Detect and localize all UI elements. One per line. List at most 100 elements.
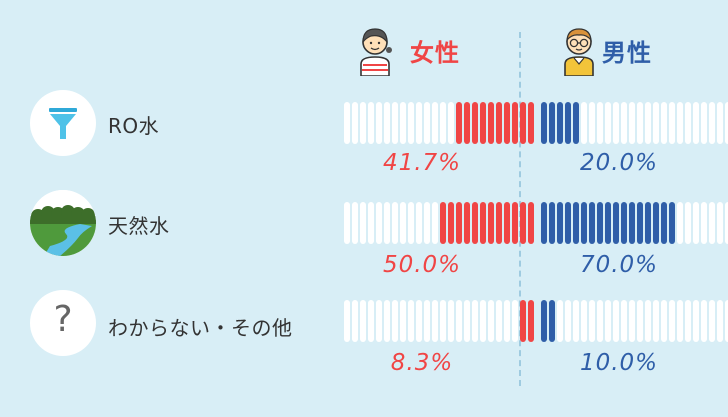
bar-segment-female-1 (512, 102, 518, 144)
bar-segment-female-2 (416, 202, 422, 244)
bar-segment-female-2 (528, 202, 534, 244)
bar-segment-female-3 (456, 300, 462, 342)
bar-segment-male-3 (613, 300, 619, 342)
bar-segment-male-3 (653, 300, 659, 342)
bar-segment-female-1 (480, 102, 486, 144)
bar-segment-female-3 (512, 300, 518, 342)
bar-segment-female-2 (472, 202, 478, 244)
bar-segment-male-1 (709, 102, 715, 144)
bar-segment-female-1 (360, 102, 366, 144)
bar-segment-male-1 (613, 102, 619, 144)
bar-segment-female-2 (424, 202, 430, 244)
bar-segment-female-2 (520, 202, 526, 244)
female-icon (360, 28, 392, 77)
bar-segment-female-1 (344, 102, 350, 144)
bar-segment-female-3 (464, 300, 470, 342)
bar-segment-female-1 (416, 102, 422, 144)
bar-segment-male-2 (677, 202, 683, 244)
bar-segment-female-2 (480, 202, 486, 244)
bar-segment-male-3 (565, 300, 571, 342)
bar-segment-male-3 (717, 300, 723, 342)
bar-segment-female-1 (448, 102, 454, 144)
bar-segment-female-3 (504, 300, 510, 342)
bar-segment-female-2 (432, 202, 438, 244)
bar-segment-male-3 (605, 300, 611, 342)
male-avatar (559, 24, 599, 77)
bar-segment-male-2 (685, 202, 691, 244)
bar-segment-male-3 (629, 300, 635, 342)
male-header: 男性 (602, 39, 652, 67)
bar-segment-female-3 (408, 300, 414, 342)
bar-segment-male-3 (557, 300, 563, 342)
bar-segment-male-3 (685, 300, 691, 342)
bar-segment-male-1 (669, 102, 675, 144)
percent-label-female-1: 41.7% (382, 150, 462, 176)
bar-segment-female-2 (488, 202, 494, 244)
percent-label-female-2: 50.0% (382, 252, 462, 278)
female-avatar (355, 24, 395, 77)
bar-segment-female-2 (504, 202, 510, 244)
bar-segment-male-1 (597, 102, 603, 144)
bar-segment-female-2 (456, 202, 462, 244)
bar-segment-female-3 (432, 300, 438, 342)
bar-segment-male-3 (573, 300, 579, 342)
bar-segment-male-1 (565, 102, 571, 144)
bar-segment-male-2 (637, 202, 643, 244)
bar-segment-female-1 (368, 102, 374, 144)
bar-segment-male-3 (669, 300, 675, 342)
landscape-icon (30, 190, 96, 256)
bar-segment-male-2 (605, 202, 611, 244)
bar-segment-male-2 (589, 202, 595, 244)
row-label-unknown: わからない・その他 (108, 316, 293, 340)
bar-segment-male-1 (725, 102, 728, 144)
bar-segment-male-3 (645, 300, 651, 342)
bar-segment-female-3 (472, 300, 478, 342)
question-icon: ? (53, 299, 73, 340)
bar-segment-female-3 (480, 300, 486, 342)
funnel-icon (49, 108, 77, 139)
bar-segment-female-1 (432, 102, 438, 144)
bar-segment-male-1 (701, 102, 707, 144)
bar-segment-female-1 (520, 102, 526, 144)
row-label-natural: 天然水 (108, 214, 170, 238)
percent-label-male-2: 70.0% (579, 252, 659, 278)
bar-segment-female-3 (344, 300, 350, 342)
bar-segment-male-1 (653, 102, 659, 144)
bar-segment-male-2 (557, 202, 563, 244)
bar-segment-female-1 (464, 102, 470, 144)
bar-segment-male-3 (541, 300, 547, 342)
bar-segment-male-3 (677, 300, 683, 342)
bar-segment-male-3 (661, 300, 667, 342)
bar-segment-male-2 (597, 202, 603, 244)
bar-segment-female-1 (392, 102, 398, 144)
row-icon-natural (30, 190, 96, 256)
bar-segment-male-3 (693, 300, 699, 342)
bar-segment-female-1 (440, 102, 446, 144)
row-label-ro: RO水 (108, 114, 160, 138)
percent-label-male-3: 10.0% (579, 350, 659, 376)
bar-segment-male-1 (629, 102, 635, 144)
bar-segment-male-2 (653, 202, 659, 244)
bar-segment-male-1 (573, 102, 579, 144)
bar-segment-male-2 (645, 202, 651, 244)
bar-segment-male-1 (693, 102, 699, 144)
bar-segment-male-2 (629, 202, 635, 244)
bar-segment-male-1 (549, 102, 555, 144)
bar-segment-female-2 (408, 202, 414, 244)
bar-segment-female-1 (400, 102, 406, 144)
bar-segment-female-1 (504, 102, 510, 144)
bar-segment-male-2 (701, 202, 707, 244)
bar-segment-male-3 (709, 300, 715, 342)
bar-segment-female-2 (352, 202, 358, 244)
bar-segment-male-3 (549, 300, 555, 342)
bar-segment-male-1 (605, 102, 611, 144)
bar-segment-female-2 (344, 202, 350, 244)
bar-segment-female-1 (408, 102, 414, 144)
bar-segment-female-3 (448, 300, 454, 342)
bar-segment-female-2 (448, 202, 454, 244)
bar-segment-female-2 (360, 202, 366, 244)
bar-segment-male-3 (589, 300, 595, 342)
bar-segment-female-3 (528, 300, 534, 342)
bar-segment-male-1 (661, 102, 667, 144)
